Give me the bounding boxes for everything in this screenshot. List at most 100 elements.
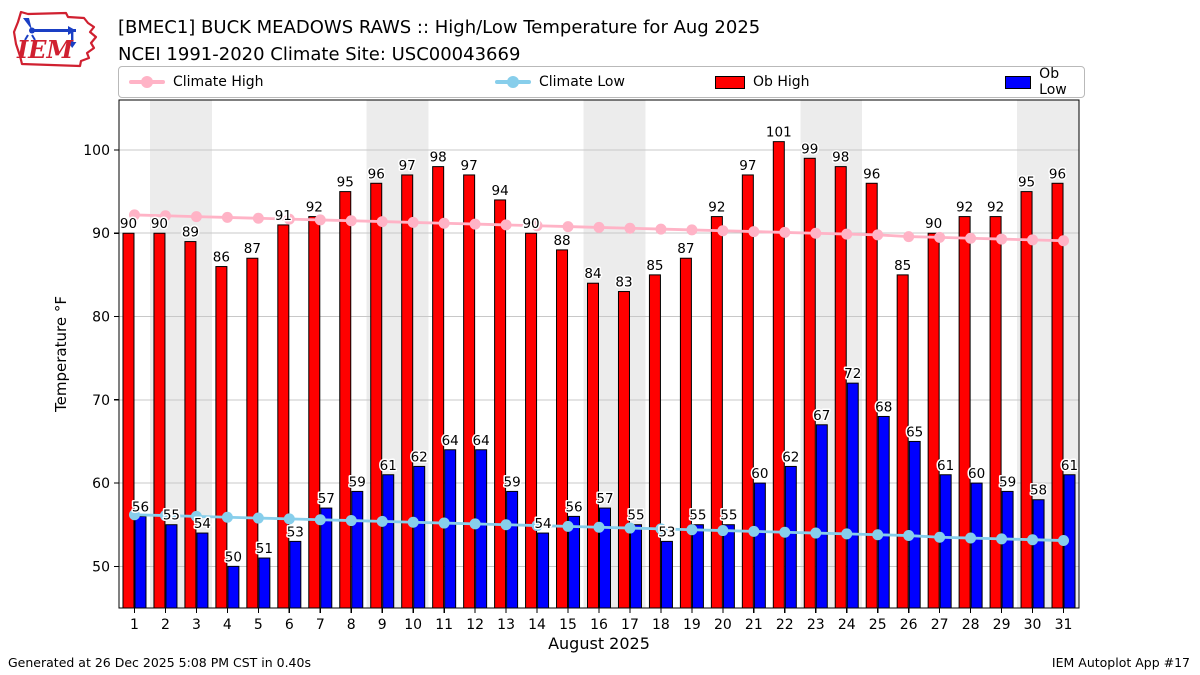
ob-low-bar <box>289 540 302 609</box>
y-axis-label: Temperature °F <box>52 296 70 413</box>
climate-line-marker <box>1027 534 1039 546</box>
ob-low-bar <box>134 515 147 609</box>
ob-high-bar <box>989 216 1002 609</box>
ob-high-label: 88 <box>553 233 570 249</box>
ob-high-label: 90 <box>120 216 137 232</box>
app-credit-text: IEM Autoplot App #17 <box>1051 655 1190 670</box>
x-tick-label: 19 <box>683 617 701 633</box>
climate-line-marker <box>717 225 729 237</box>
climate-line-marker <box>376 515 388 527</box>
climate-line-marker <box>872 229 884 241</box>
ob-low-bar <box>846 382 859 609</box>
ob-high-label: 89 <box>182 225 199 241</box>
ob-high-bar <box>1020 191 1033 609</box>
climate-line-marker <box>128 509 140 521</box>
ob-high-label: 87 <box>244 241 261 257</box>
ob-high-label: 95 <box>1018 175 1035 191</box>
x-tick-label: 26 <box>900 617 918 633</box>
ob-high-bar <box>494 199 507 609</box>
ob-low-label: 59 <box>999 474 1016 490</box>
ob-low-bar <box>444 449 457 609</box>
ob-low-label: 62 <box>782 449 799 465</box>
ob-high-bar <box>679 257 692 609</box>
ob-low-bar <box>815 424 828 609</box>
x-tick-label: 25 <box>869 617 887 633</box>
x-tick-label: 5 <box>254 617 263 633</box>
legend-label: Ob High <box>753 74 810 90</box>
ob-low-bar <box>537 532 550 609</box>
ob-high-bar <box>896 274 909 609</box>
ob-low-label: 59 <box>349 474 366 490</box>
legend-item-climate-low: Climate Low <box>495 67 625 97</box>
climate-high-line-swatch-icon <box>129 76 165 88</box>
ob-high-label: 90 <box>522 216 539 232</box>
climate-line-marker <box>314 214 326 226</box>
y-tick-label: 80 <box>92 310 110 326</box>
climate-line-marker <box>934 531 946 543</box>
ob-high-label: 97 <box>399 158 416 174</box>
climate-line-marker <box>686 524 698 536</box>
ob-high-bar <box>927 232 940 609</box>
ob-low-label: 68 <box>875 399 892 415</box>
ob-high-bar <box>277 224 290 609</box>
climate-line-marker <box>841 528 853 540</box>
ob-low-label: 61 <box>380 458 397 474</box>
ob-low-label: 67 <box>813 408 830 424</box>
x-tick-label: 30 <box>1024 617 1042 633</box>
ob-high-label: 92 <box>956 200 973 216</box>
x-tick-label: 31 <box>1055 617 1073 633</box>
x-tick-label: 12 <box>466 617 484 633</box>
ob-high-label: 96 <box>1049 166 1066 182</box>
weather-vane-icon <box>23 18 77 48</box>
ob-low-bar <box>722 524 735 609</box>
x-tick-label: 2 <box>161 617 170 633</box>
y-tick-label: 50 <box>92 559 110 575</box>
climate-line-marker <box>965 532 977 544</box>
ob-high-label: 99 <box>801 141 818 157</box>
ob-high-bar <box>401 174 414 609</box>
climate-line-marker <box>345 515 357 527</box>
x-tick-label: 4 <box>223 617 232 633</box>
ob-high-label: 91 <box>275 208 292 224</box>
ob-high-label: 86 <box>213 250 230 266</box>
ob-low-label: 56 <box>565 499 582 515</box>
climate-line-marker <box>252 212 264 224</box>
climate-line-marker <box>748 525 760 537</box>
ob-low-bar <box>382 474 395 609</box>
climate-low-line-swatch-icon <box>495 76 531 88</box>
x-tick-label: 7 <box>316 617 325 633</box>
ob-low-bar <box>506 490 519 609</box>
legend-label: Climate High <box>173 74 264 90</box>
ob-high-bar-swatch-icon <box>715 75 745 89</box>
ob-low-bar <box>908 440 921 609</box>
climate-line-marker <box>252 512 264 524</box>
climate-line-marker <box>190 510 202 522</box>
x-axis-label: August 2025 <box>548 634 650 653</box>
ob-high-label: 92 <box>306 200 323 216</box>
ob-low-label: 50 <box>225 549 242 565</box>
ob-low-label: 54 <box>534 516 551 532</box>
y-tick-label: 60 <box>92 476 110 492</box>
ob-high-label: 98 <box>430 150 447 166</box>
legend-item-ob-high: Ob High <box>715 67 810 97</box>
iem-logo: IEM <box>12 10 98 68</box>
ob-low-label: 65 <box>906 424 923 440</box>
climate-line-marker <box>717 525 729 537</box>
climate-line-marker <box>624 522 636 534</box>
ob-low-label: 54 <box>194 516 211 532</box>
x-tick-label: 17 <box>621 617 639 633</box>
ob-low-bar <box>877 415 890 609</box>
ob-low-label: 55 <box>720 508 737 524</box>
x-tick-label: 1 <box>130 617 139 633</box>
legend-item-climate-high: Climate High <box>129 67 264 97</box>
ob-high-label: 98 <box>832 150 849 166</box>
ob-high-bar <box>308 216 321 609</box>
climate-line-marker <box>407 216 419 228</box>
x-tick-label: 27 <box>931 617 949 633</box>
climate-line-marker <box>531 520 543 532</box>
ob-low-label: 62 <box>411 449 428 465</box>
ob-low-bar <box>196 532 209 609</box>
ob-low-label: 55 <box>627 508 644 524</box>
climate-line-marker <box>655 223 667 235</box>
x-tick-label: 23 <box>807 617 825 633</box>
